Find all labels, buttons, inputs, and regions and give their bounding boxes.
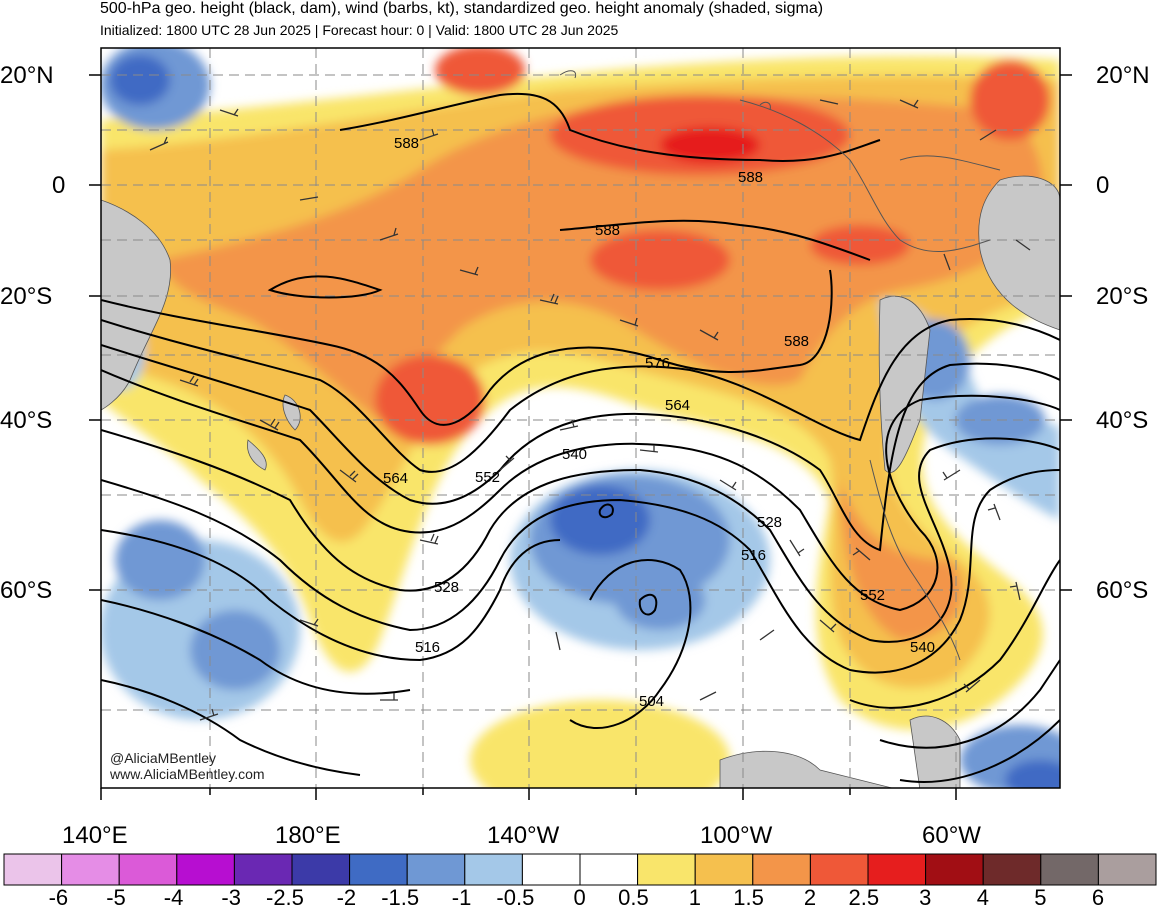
colorbar-swatch [925,853,984,886]
colorbar-swatch [521,853,581,886]
lon-label: 180°E [275,822,341,849]
contour-label: 528 [757,514,782,531]
colorbar-label: -1.5 [381,885,420,910]
colorbar-label: -2 [336,885,357,910]
colorbar-swatch [752,853,811,886]
colorbar-label: -4 [163,885,184,910]
lat-label-right: 20°N [1096,62,1150,89]
colorbar-swatch [118,853,178,886]
lat-label-left: 40°S [0,407,53,434]
contour-label: 576 [645,355,670,372]
colorbar-label: -3 [221,885,241,910]
colorbar-swatch [291,853,351,886]
lon-label: 140°E [62,822,128,849]
lat-label-left: 20°N [0,62,54,89]
contour-label: 552 [475,469,500,486]
colorbar-swatch [3,853,63,886]
map-subtitle: Initialized: 1800 UTC 28 Jun 2025 | Fore… [100,22,619,38]
map-title: 500-hPa geo. height (black, dam), wind (… [100,0,824,17]
lon-label: 140°W [487,822,560,849]
contour-label: 588 [394,135,419,152]
lat-label-right: 20°S [1096,283,1149,310]
lat-label-right: 60°S [1096,577,1149,604]
anomaly-shading [101,48,1060,788]
colorbar [3,853,1157,886]
contour-label: 588 [738,169,763,186]
lat-label-left: 0 [52,172,66,199]
contour-label: 504 [639,693,664,710]
contour-label: 552 [860,587,885,604]
colorbar-label: -5 [106,885,126,910]
contour-label: 516 [741,547,766,564]
colorbar-swatch [1097,853,1157,886]
colorbar-swatch [176,853,235,886]
contour-label: 588 [784,333,809,350]
colorbar-label: 2 [803,885,817,910]
colorbar-label: 0 [573,885,586,910]
colorbar-swatch [464,853,523,886]
colorbar-swatch [867,853,927,886]
colorbar-label: 1.5 [733,885,764,910]
contour-label: 564 [665,397,690,414]
lat-label-left: 60°S [0,577,53,604]
colorbar-label: -2.5 [266,885,304,910]
contour-label: 540 [910,639,935,656]
contour-label: 564 [383,470,408,487]
contour-label: 588 [595,222,620,239]
lon-label: 100°W [700,822,773,849]
graticule [101,48,1060,788]
colorbar-swatch [637,853,696,886]
colorbar-swatch [694,853,754,886]
colorbar-swatch [809,853,869,886]
colorbar-label: 1 [688,885,701,910]
colorbar-label: 2.5 [848,885,880,910]
credit-website: www.AliciaMBentley.com [110,766,265,782]
colorbar-swatch [61,853,120,886]
colorbar-label: 6 [1091,885,1105,910]
height-contours [101,92,1060,783]
lat-label-right: 0 [1096,172,1110,199]
colorbar-label: -0.5 [496,885,535,910]
lat-label-left: 20°S [0,283,53,310]
colorbar-label: 3 [919,885,932,910]
colorbar-label: 4 [976,885,989,910]
map-frame [100,47,1061,789]
coastlines [559,70,1001,661]
lon-label: 60°W [922,822,981,849]
colorbar-swatch [579,853,639,886]
colorbar-swatch [1040,853,1099,886]
colorbar-label: -1 [451,885,472,910]
lat-label-right: 40°S [1096,407,1149,434]
colorbar-label: 0.5 [618,885,649,910]
colorbar-label: -6 [48,885,69,910]
land-mask [101,175,1060,788]
contour-label: 528 [434,579,459,596]
colorbar-swatch [406,853,466,886]
colorbar-swatch [233,853,293,886]
colorbar-swatch [982,853,1042,886]
colorbar-label: 5 [1034,885,1047,910]
credit-handle: @AliciaMBentley [110,750,217,766]
axis-ticks [89,74,1072,800]
contour-label: 540 [562,446,587,463]
contour-label: 516 [415,639,440,656]
wind-barbs [149,99,1031,721]
colorbar-swatch [349,853,408,886]
contour-labels: 588 588 588 588 576 564 564 552 540 528 … [383,135,935,710]
